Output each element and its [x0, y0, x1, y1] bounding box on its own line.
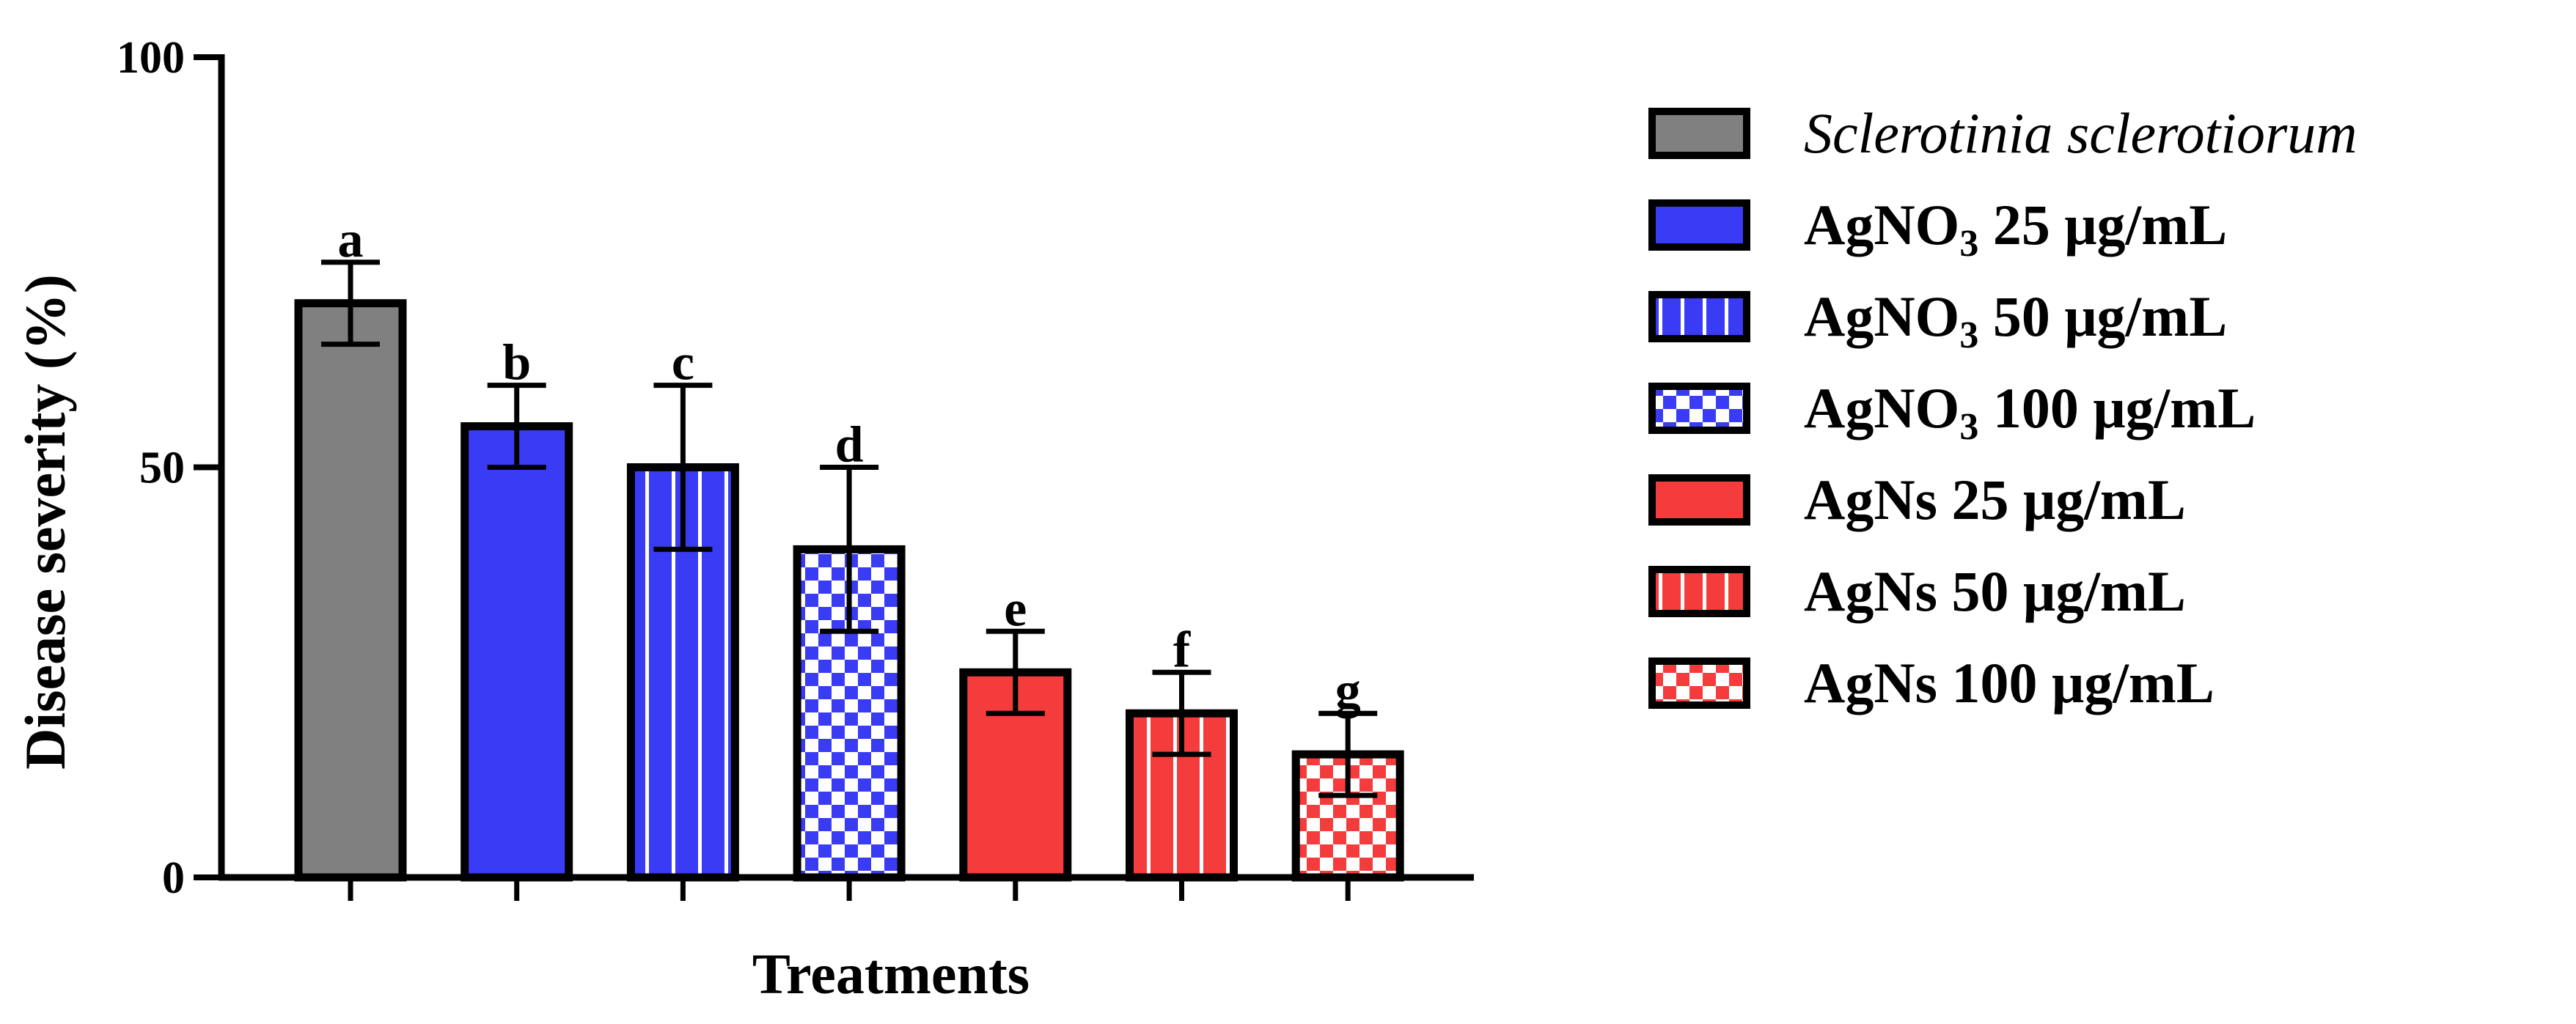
legend-swatch — [1648, 658, 1750, 709]
legend-label: Sclerotinia sclerotiorum — [1804, 101, 2357, 165]
legend-label: AgNO3 25 μg/mL — [1804, 193, 2227, 265]
legend-label: AgNs 100 μg/mL — [1804, 651, 2214, 715]
significance-letter: e — [1004, 581, 1027, 637]
significance-letter: b — [502, 335, 531, 391]
legend-swatch — [1648, 291, 1750, 342]
legend-label-base: AgNO — [1804, 284, 1959, 348]
error-bars-group — [321, 259, 1378, 798]
bar — [294, 299, 407, 882]
legend-label: AgNO3 50 μg/mL — [1804, 284, 2227, 356]
significance-letter: d — [835, 417, 864, 474]
y-tick-label: 50 — [139, 443, 185, 493]
legend-label-subscript: 3 — [1959, 314, 1978, 356]
legend-label-rest: 50 μg/mL — [1978, 284, 2227, 348]
legend-label-rest: 100 μg/mL — [1978, 376, 2256, 440]
legend-swatch — [1648, 383, 1750, 434]
bar — [1126, 709, 1238, 882]
significance-letter: c — [672, 335, 694, 391]
significance-letter: g — [1335, 663, 1361, 719]
y-tick-label: 100 — [117, 33, 185, 83]
legend-label-rest: 25 μg/mL — [1978, 193, 2227, 257]
legend-swatch — [1648, 566, 1750, 617]
legend-label-base: AgNO — [1804, 376, 1959, 440]
legend-label: AgNs 25 μg/mL — [1804, 468, 2186, 531]
y-tick-label: 0 — [162, 853, 185, 903]
legend-label: AgNs 50 μg/mL — [1804, 559, 2186, 623]
legend-label-base: AgNO — [1804, 193, 1959, 257]
x-axis-title: Treatments — [752, 942, 1030, 1006]
significance-letters-group: a b c d e f g — [338, 212, 1361, 719]
legend-swatch — [1648, 108, 1750, 159]
y-axis-title: Disease severity (%) — [13, 274, 77, 770]
legend-label-subscript: 3 — [1959, 223, 1978, 265]
significance-letter: a — [338, 212, 364, 268]
bar — [460, 422, 573, 882]
significance-letter: f — [1173, 622, 1191, 678]
legend-label: AgNO3 100 μg/mL — [1804, 376, 2256, 448]
legend-swatch — [1648, 199, 1750, 251]
legend-swatch — [1648, 474, 1750, 526]
legend-label-subscript: 3 — [1959, 406, 1978, 448]
